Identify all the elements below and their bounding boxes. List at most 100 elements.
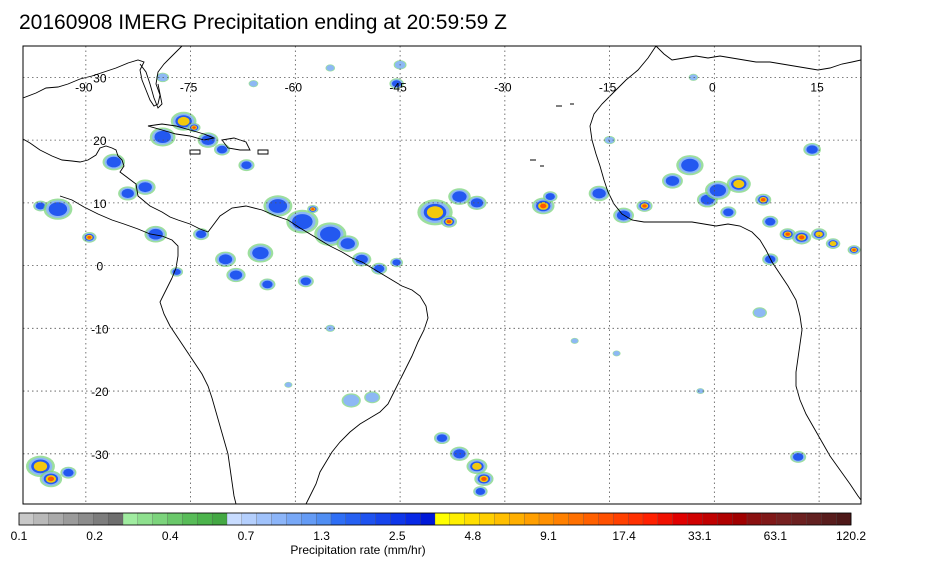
colorbar-swatch bbox=[122, 512, 139, 526]
precip-cell bbox=[118, 186, 138, 201]
colorbar-swatch bbox=[167, 512, 183, 526]
precip-cell bbox=[696, 388, 705, 395]
longitude-label: -15 bbox=[599, 80, 617, 94]
colorbar-swatch bbox=[717, 512, 733, 526]
coastline-layer bbox=[23, 46, 861, 504]
colorbar-swatch bbox=[776, 512, 793, 526]
precip-cell bbox=[440, 215, 458, 228]
precip-cell bbox=[726, 175, 751, 193]
precip-cell bbox=[449, 446, 470, 461]
precip-cell bbox=[417, 199, 453, 226]
colorbar-swatch bbox=[271, 512, 287, 526]
colorbar-swatch bbox=[182, 512, 198, 526]
coastline-south-america-pacific bbox=[159, 277, 237, 504]
precip-cell bbox=[82, 232, 97, 243]
precip-cell bbox=[755, 193, 772, 206]
colorbar-swatch bbox=[33, 512, 50, 526]
colorbar-swatch bbox=[761, 512, 778, 526]
longitude-label: -90 bbox=[75, 80, 93, 94]
latitude-label: 0 bbox=[97, 260, 104, 274]
colorbar-swatch bbox=[375, 512, 391, 526]
coastline-north-america bbox=[23, 46, 183, 107]
colorbar-swatch bbox=[702, 512, 718, 526]
colorbar: 0.1 0.2 0.4 0.7 1.3 2.5 4.8 9.1 17.4 33.1 63.1 120.… bbox=[11, 512, 866, 543]
precip-cell bbox=[825, 238, 841, 249]
precip-cell bbox=[215, 251, 236, 268]
precipitation-layer bbox=[26, 60, 861, 497]
precip-cell bbox=[704, 180, 731, 200]
colorbar-swatch bbox=[627, 512, 644, 526]
precip-cell bbox=[213, 143, 231, 156]
colorbar-swatch bbox=[523, 512, 540, 526]
coastline-africa-north bbox=[655, 46, 861, 71]
precip-cell bbox=[636, 200, 653, 212]
precip-cell bbox=[60, 466, 77, 479]
colorbar-tick-label: 17.4 bbox=[612, 529, 636, 543]
precip-cell bbox=[247, 243, 274, 263]
colorbar-label: Precipitation rate (mm/hr) bbox=[290, 543, 425, 557]
colorbar-swatch bbox=[330, 512, 347, 526]
coastline-florida bbox=[139, 63, 163, 109]
precip-cell bbox=[803, 142, 821, 157]
precip-cell bbox=[43, 198, 73, 220]
colorbar-swatch bbox=[301, 512, 317, 526]
colorbar-swatch bbox=[598, 512, 614, 526]
map-plot-area: -90 -75 -60 -45 -30 -15 0 15 30 20 10 0 -10 -20 -30 bbox=[22, 45, 862, 505]
coastline-cape-verde bbox=[530, 159, 544, 167]
colorbar-swatch bbox=[821, 512, 837, 526]
colorbar-swatch bbox=[613, 512, 629, 526]
colorbar-swatch bbox=[78, 512, 94, 526]
colorbar-swatch bbox=[642, 512, 659, 526]
coastline-africa-west bbox=[589, 46, 861, 501]
colorbar-swatch bbox=[211, 512, 228, 526]
coastline-hispaniola bbox=[221, 137, 251, 151]
latitude-label: -30 bbox=[91, 448, 109, 462]
precip-cell bbox=[448, 188, 471, 205]
precip-cell bbox=[790, 451, 807, 463]
coastline-mexico bbox=[23, 138, 209, 233]
latitude-label: -20 bbox=[91, 385, 109, 399]
colorbar-swatch bbox=[553, 512, 570, 526]
coastline-puerto-rico bbox=[257, 149, 269, 155]
precip-cell bbox=[390, 257, 404, 268]
precip-cell bbox=[532, 197, 555, 215]
precip-cell bbox=[720, 206, 737, 219]
latitude-label: 10 bbox=[93, 197, 107, 211]
colorbar-frame bbox=[18, 512, 852, 526]
precip-cell bbox=[226, 267, 246, 283]
precip-cell bbox=[144, 225, 167, 243]
colorbar-swatch bbox=[286, 512, 302, 526]
longitude-label: 0 bbox=[709, 80, 716, 94]
precip-cell bbox=[389, 78, 404, 89]
colorbar-swatch bbox=[479, 512, 495, 526]
colorbar-tick-label: 33.1 bbox=[688, 529, 712, 543]
colorbar-swatch bbox=[137, 512, 154, 526]
colorbar-tick-label: 63.1 bbox=[764, 529, 788, 543]
colorbar-swatch bbox=[509, 512, 525, 526]
colorbar-swatch bbox=[791, 512, 807, 526]
precip-cell bbox=[474, 471, 494, 487]
colorbar-tick-label: 1.3 bbox=[313, 529, 330, 543]
latitude-label: -10 bbox=[91, 322, 109, 336]
precip-cell bbox=[238, 159, 255, 172]
colorbar-swatch bbox=[583, 512, 599, 526]
precip-cell bbox=[336, 235, 359, 252]
colorbar-swatch bbox=[746, 512, 763, 526]
precip-cell bbox=[325, 64, 336, 72]
longitude-label: -30 bbox=[494, 80, 512, 94]
precip-cell bbox=[307, 204, 319, 214]
colorbar-tick-label: 9.1 bbox=[540, 529, 557, 543]
precip-cell bbox=[297, 275, 314, 288]
colorbar-tick-label: 0.7 bbox=[238, 529, 255, 543]
precip-cell bbox=[341, 393, 361, 408]
coastline-central-america-pacific bbox=[59, 195, 179, 279]
colorbar-swatch bbox=[464, 512, 481, 526]
colorbar-swatch bbox=[434, 512, 451, 526]
colorbar-swatch bbox=[731, 512, 748, 526]
colorbar-tick-label: 120.2 bbox=[836, 529, 866, 543]
longitude-label: -45 bbox=[389, 80, 407, 94]
colorbar-tick-label: 0.4 bbox=[162, 529, 179, 543]
colorbar-swatch bbox=[405, 512, 421, 526]
precip-cell bbox=[39, 470, 63, 488]
